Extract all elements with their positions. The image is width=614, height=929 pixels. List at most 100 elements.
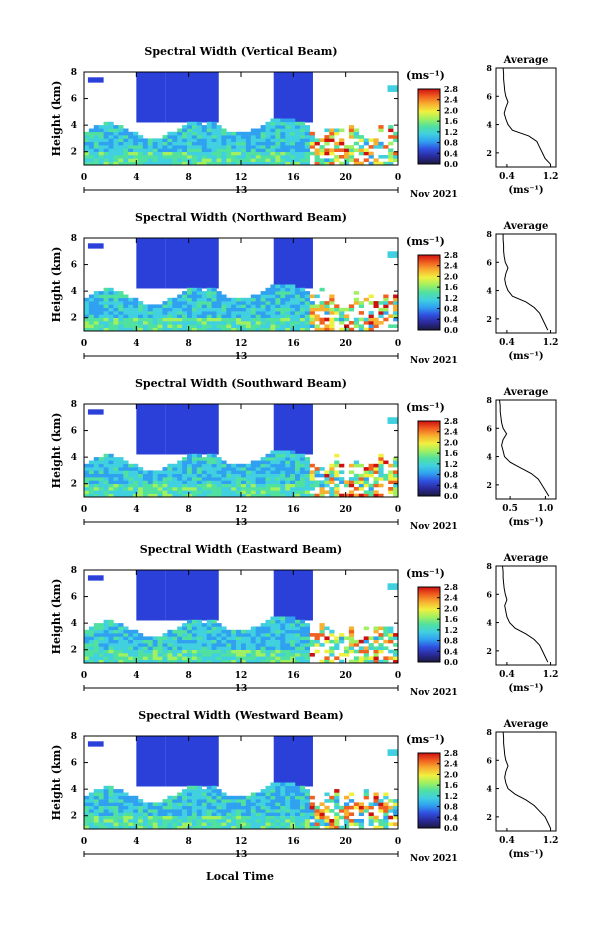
heatmap-cell bbox=[128, 138, 134, 142]
heatmap-cell bbox=[211, 131, 217, 136]
heatmap-cell bbox=[388, 629, 394, 634]
heatmap-cell bbox=[162, 304, 168, 308]
heatmap-cell bbox=[275, 155, 281, 159]
heatmap-cell bbox=[142, 653, 149, 657]
heatmap-cell bbox=[324, 805, 330, 810]
heatmap-cell bbox=[221, 145, 227, 149]
heatmap-cell bbox=[358, 327, 364, 332]
heatmap-cell bbox=[255, 148, 261, 152]
heatmap-cell bbox=[216, 131, 222, 136]
heatmap-cell bbox=[221, 294, 227, 299]
heatmap-cell bbox=[138, 161, 144, 166]
colorbar-tick-label: 1.6 bbox=[444, 116, 458, 126]
heatmap-cell bbox=[265, 457, 271, 461]
heatmap-cell bbox=[157, 646, 163, 650]
heatmap-cell bbox=[167, 809, 173, 813]
heatmap-cell bbox=[93, 317, 99, 322]
heatmap-cell bbox=[88, 822, 95, 826]
heatmap-cell bbox=[162, 467, 168, 471]
heatmap-cell bbox=[231, 799, 237, 803]
heatmap-cell bbox=[123, 128, 129, 133]
heatmap-cell bbox=[167, 487, 173, 491]
heatmap-cell bbox=[201, 307, 207, 312]
heatmap-cell bbox=[201, 812, 207, 816]
heatmap-cell bbox=[275, 158, 281, 162]
heatmap-cell bbox=[378, 825, 384, 830]
heatmap-cell bbox=[162, 138, 168, 142]
heatmap-cell bbox=[128, 327, 134, 332]
heatmap-cell bbox=[88, 480, 95, 484]
heatmap-cell bbox=[236, 819, 242, 823]
heatmap-cell bbox=[378, 453, 384, 458]
heatmap-cell bbox=[211, 789, 217, 793]
heatmap-cell bbox=[162, 819, 168, 823]
heatmap-cell bbox=[216, 291, 222, 295]
heatmap-cell bbox=[393, 463, 399, 468]
heatmap-cell bbox=[206, 148, 212, 152]
heatmap-cell bbox=[270, 151, 276, 156]
heatmap-cell bbox=[167, 812, 173, 816]
heatmap-cell bbox=[108, 805, 114, 810]
heatmap-cell bbox=[255, 809, 261, 813]
heatmap-cell bbox=[334, 636, 340, 640]
heatmap-cell bbox=[236, 158, 242, 162]
heatmap-cell bbox=[216, 301, 222, 305]
heatmap-cell bbox=[383, 626, 389, 631]
heatmap-cell bbox=[196, 321, 202, 325]
heatmap-cell bbox=[358, 493, 364, 498]
heatmap-cell bbox=[177, 626, 183, 631]
heatmap-cell bbox=[201, 656, 207, 660]
heatmap-cell bbox=[250, 825, 256, 830]
heatmap-cell bbox=[304, 487, 310, 491]
heatmap-cell bbox=[250, 138, 256, 142]
heatmap-cell bbox=[177, 470, 183, 474]
heatmap-cell bbox=[368, 487, 374, 491]
average-x-tick-label: 0.4 bbox=[499, 670, 515, 680]
heatmap-cell bbox=[260, 825, 266, 830]
heatmap-cell bbox=[270, 314, 276, 318]
heatmap-cell bbox=[378, 470, 384, 474]
heatmap-cell bbox=[368, 483, 374, 488]
heatmap-cell bbox=[187, 643, 193, 647]
heatmap-cell bbox=[290, 317, 296, 322]
heatmap-cell bbox=[373, 145, 379, 149]
heatmap-cell bbox=[226, 795, 232, 800]
heatmap-cell bbox=[182, 148, 188, 152]
heatmap-cell bbox=[304, 819, 310, 823]
heatmap-cell bbox=[226, 470, 232, 474]
heatmap-cell bbox=[177, 321, 183, 325]
heatmap-cell bbox=[368, 463, 374, 468]
x-tick-label: 20 bbox=[339, 505, 352, 515]
heatmap-cell bbox=[98, 792, 104, 797]
heatmap-cell bbox=[358, 646, 364, 650]
heatmap-cell bbox=[103, 626, 109, 631]
heatmap-cell bbox=[290, 148, 296, 152]
heatmap-cell bbox=[250, 809, 256, 813]
heatmap-cell bbox=[211, 639, 217, 644]
heatmap-cell bbox=[196, 639, 202, 644]
heatmap-cell bbox=[206, 467, 212, 471]
heatmap-cell bbox=[142, 470, 149, 474]
heatmap-cell bbox=[348, 629, 355, 634]
heatmap-cell bbox=[226, 467, 232, 471]
heatmap-cell bbox=[275, 812, 281, 816]
heatmap-cell bbox=[260, 161, 266, 166]
heatmap-cell bbox=[113, 304, 119, 308]
heatmap-cell bbox=[363, 317, 369, 322]
heatmap-cell bbox=[113, 317, 119, 322]
heatmap-cell bbox=[196, 145, 202, 149]
heatmap-cell bbox=[348, 327, 355, 332]
y-tick-label: 4 bbox=[71, 287, 77, 297]
heatmap-cell bbox=[255, 493, 261, 498]
heatmap-cell bbox=[295, 324, 301, 328]
heatmap-cell bbox=[157, 487, 163, 491]
heatmap-cell bbox=[157, 653, 163, 657]
heatmap-cell bbox=[255, 802, 261, 806]
heatmap-cell bbox=[275, 487, 281, 491]
heatmap-cell bbox=[187, 291, 193, 295]
heatmap-cell bbox=[162, 314, 168, 318]
heatmap-cell bbox=[108, 321, 114, 325]
heatmap-cell bbox=[201, 457, 207, 461]
heatmap-cell bbox=[299, 470, 306, 474]
heatmap-cell bbox=[206, 324, 212, 328]
